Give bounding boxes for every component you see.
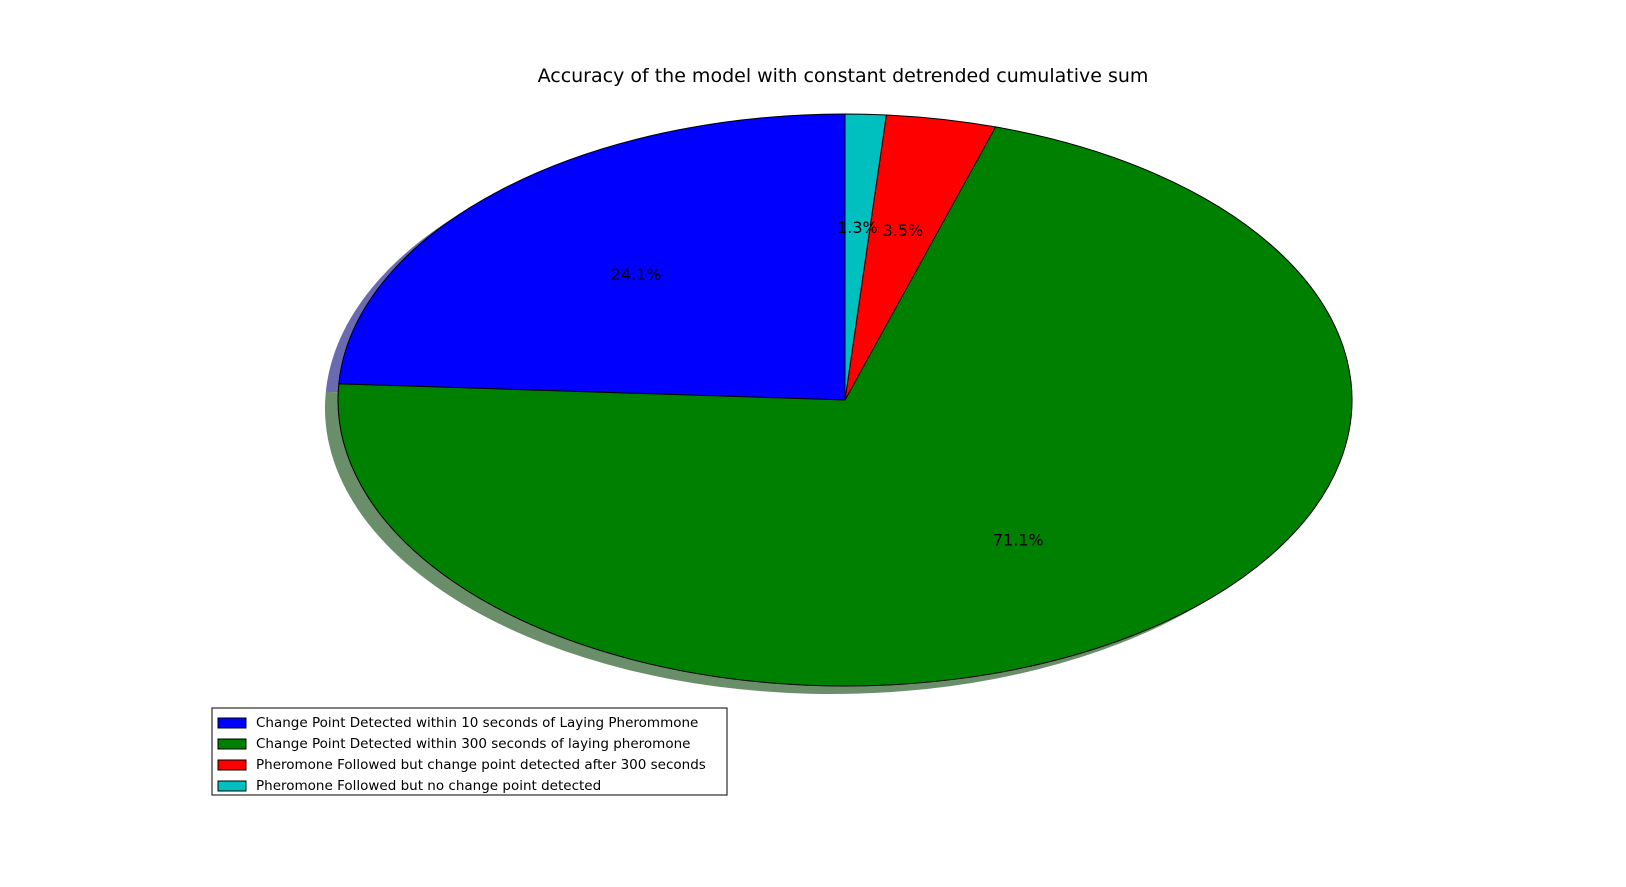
pie-slice-layer	[337, 113, 1353, 687]
pie-slice-1-3-4	[844, 113, 887, 401]
pie-pct-label-3: 3.5%	[883, 221, 924, 240]
legend-label-4: Pheromone Followed but no change point d…	[256, 778, 601, 794]
pie-slice-24-1-1	[338, 113, 846, 401]
pie-label-layer: 24.1% 71.1% 3.5% 1.3%	[611, 218, 1044, 550]
legend-label-1: Change Point Detected within 10 seconds …	[256, 715, 698, 731]
chart-title: Accuracy of the model with constant detr…	[538, 65, 1149, 87]
pie-pct-label-2: 71.1%	[993, 531, 1044, 550]
legend: Change Point Detected within 10 seconds …	[211, 707, 728, 796]
legend-swatch-2	[217, 738, 247, 750]
legend-label-3: Pheromone Followed but change point dete…	[256, 757, 706, 773]
legend-swatch-1	[217, 717, 247, 729]
legend-entries: Change Point Detected within 10 seconds …	[217, 715, 706, 794]
legend-swatch-4	[217, 780, 247, 792]
pie-pct-label-1: 24.1%	[611, 265, 662, 284]
pie-pct-label-4: 1.3%	[837, 218, 878, 237]
pie-slice-71-1-2	[337, 126, 1353, 687]
legend-frame	[211, 707, 728, 796]
legend-label-2: Change Point Detected within 300 seconds…	[256, 736, 690, 752]
legend-swatch-3	[217, 759, 247, 771]
